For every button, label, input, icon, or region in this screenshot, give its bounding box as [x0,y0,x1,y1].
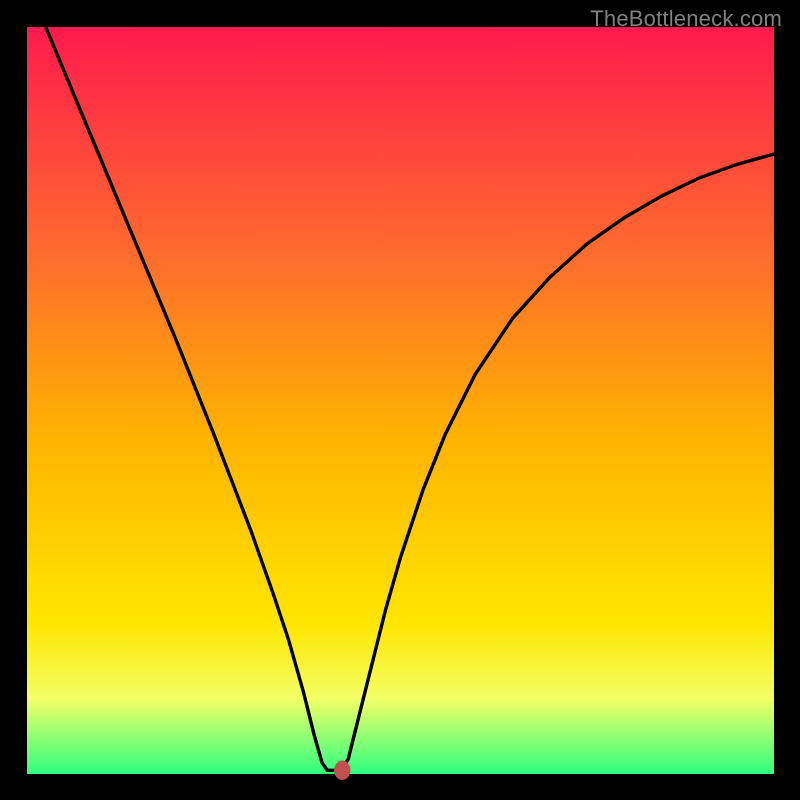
optimal-point-marker [334,761,350,780]
chart-frame: TheBottleneck.com [0,0,800,800]
chart-svg [27,27,774,774]
watermark-label: TheBottleneck.com [590,6,782,32]
bottleneck-curve [46,27,774,770]
chart-plot-area [27,27,774,774]
